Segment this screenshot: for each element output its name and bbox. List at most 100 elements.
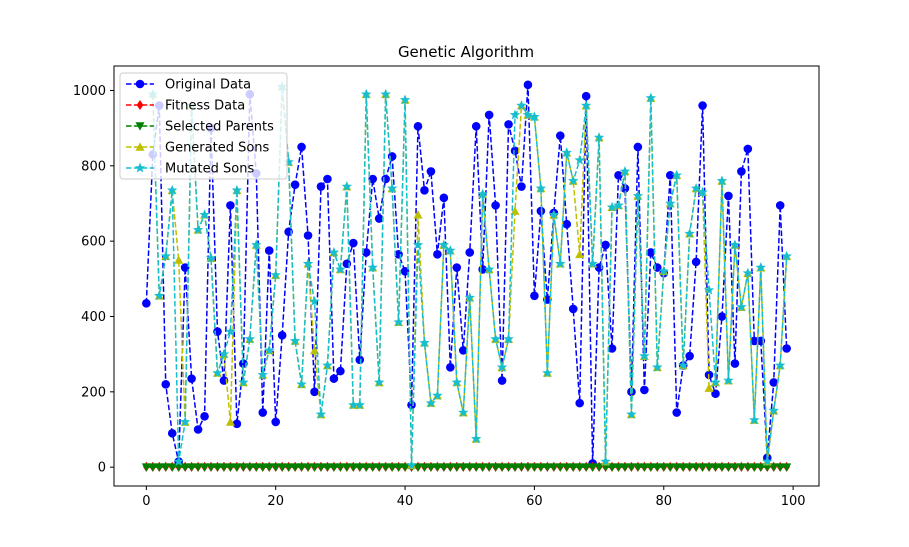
data-point — [704, 383, 714, 392]
data-point — [361, 88, 372, 99]
data-point — [348, 463, 358, 472]
data-point — [510, 463, 520, 472]
axes-frame — [113, 65, 820, 487]
data-point — [600, 456, 611, 466]
data-point — [458, 463, 468, 472]
data-point — [678, 360, 689, 370]
legend-marker — [135, 79, 145, 89]
data-point — [743, 144, 753, 154]
data-point — [685, 463, 695, 472]
data-point — [355, 355, 365, 365]
data-point — [407, 400, 416, 410]
data-point — [413, 121, 423, 131]
data-point — [289, 335, 301, 346]
data-point — [180, 463, 190, 472]
legend-entry: Mutated Sons — [126, 162, 254, 177]
data-point — [387, 463, 397, 472]
data-point — [730, 463, 740, 472]
data-point — [205, 252, 217, 263]
data-point — [258, 408, 268, 417]
data-point — [717, 463, 727, 472]
data-point — [568, 304, 578, 314]
data-point — [374, 214, 384, 223]
data-point — [451, 376, 462, 387]
data-point — [749, 463, 759, 472]
data-point — [542, 463, 552, 472]
data-point — [496, 361, 508, 372]
data-point — [310, 345, 319, 355]
data-point — [374, 376, 385, 387]
data-point — [296, 378, 307, 389]
data-point — [290, 463, 300, 472]
data-point — [471, 463, 481, 472]
data-point — [768, 405, 779, 416]
data-point — [386, 183, 398, 193]
data-point — [755, 262, 766, 272]
legend-marker — [135, 142, 145, 151]
legend-entry: Original Data — [126, 78, 251, 93]
data-point — [381, 174, 390, 184]
data-point — [775, 463, 785, 472]
data-point — [769, 378, 779, 387]
data-point — [399, 94, 411, 105]
data-point — [400, 266, 410, 276]
data-point — [723, 463, 733, 472]
data-point — [620, 463, 630, 472]
data-point — [665, 463, 675, 472]
x-tick-label: 0 — [142, 494, 150, 509]
data-point — [355, 463, 365, 472]
data-point — [775, 201, 785, 210]
data-point — [420, 186, 429, 195]
data-point — [574, 154, 585, 165]
data-point — [575, 249, 585, 259]
data-point — [568, 175, 579, 186]
data-point — [458, 407, 469, 417]
data-point — [212, 367, 223, 378]
data-point — [432, 463, 442, 472]
data-point — [225, 417, 235, 426]
data-point — [161, 379, 171, 389]
data-point — [368, 174, 378, 184]
x-tick-label: 20 — [267, 494, 284, 509]
data-point — [161, 463, 171, 472]
data-point — [167, 184, 178, 195]
data-point — [684, 228, 695, 239]
x-tick-label: 100 — [781, 494, 806, 509]
data-point — [199, 209, 210, 220]
x-tick-label: 40 — [397, 494, 414, 509]
data-point — [406, 459, 417, 470]
series-layer — [141, 80, 792, 472]
data-point — [614, 463, 623, 472]
data-point — [749, 414, 760, 425]
y-tick-label: 200 — [81, 385, 106, 400]
data-point — [698, 101, 707, 110]
data-point — [672, 463, 682, 472]
data-point — [142, 299, 151, 308]
data-point — [509, 109, 521, 120]
data-point — [691, 463, 701, 472]
data-point — [361, 463, 371, 472]
data-point — [646, 248, 656, 257]
data-point — [504, 463, 514, 472]
data-point — [690, 183, 702, 193]
data-point — [555, 463, 565, 472]
legend-label: Selected Parents — [165, 120, 274, 135]
data-point — [483, 263, 495, 274]
data-point — [425, 397, 437, 408]
data-point — [336, 366, 345, 376]
data-point — [606, 201, 618, 212]
data-point — [290, 180, 300, 189]
chart-title: Genetic Algorithm — [398, 43, 534, 61]
data-point — [187, 463, 197, 472]
data-point — [678, 463, 688, 472]
data-point — [710, 376, 721, 387]
data-point — [607, 463, 617, 472]
data-point — [645, 92, 656, 103]
data-point — [517, 182, 526, 191]
data-point — [529, 463, 539, 472]
data-point — [433, 250, 442, 259]
data-point — [374, 463, 384, 472]
data-point — [315, 409, 327, 419]
data-point — [270, 269, 281, 280]
